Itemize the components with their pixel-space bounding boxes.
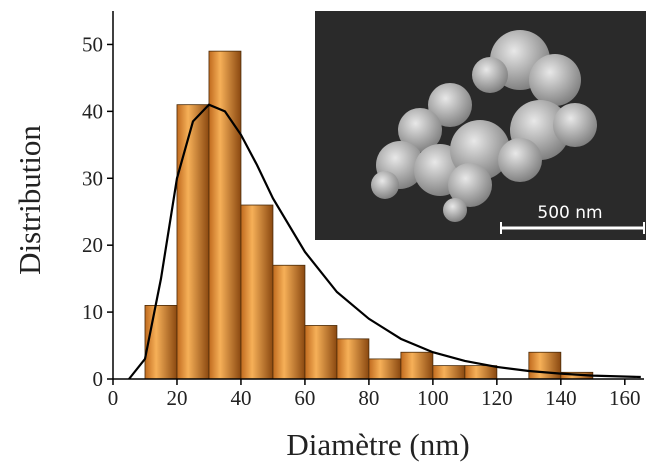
- x-tick-label: 80: [358, 386, 379, 410]
- bar: [528, 351, 562, 380]
- y-tick-label: 50: [82, 32, 103, 56]
- x-axis-label: Diamètre (nm): [286, 427, 469, 462]
- bar: [272, 264, 306, 380]
- y-axis-label: Distribution: [12, 125, 47, 275]
- inset-image: 500 nm: [315, 11, 646, 240]
- bar: [368, 358, 402, 380]
- x-tick-label: 160: [609, 386, 641, 410]
- bar: [176, 104, 210, 380]
- x-tick-label: 100: [417, 386, 449, 410]
- x-tick-label: 140: [545, 386, 577, 410]
- y-tick-label: 20: [82, 233, 103, 257]
- x-tick-label: 40: [230, 386, 251, 410]
- bar: [400, 351, 434, 380]
- bar: [144, 304, 178, 380]
- y-tick-label: 30: [82, 166, 103, 190]
- x-tick-label: 60: [294, 386, 315, 410]
- y-tick-label: 0: [93, 367, 104, 391]
- y-tick-label: 10: [82, 300, 103, 324]
- bar: [304, 325, 338, 380]
- bar: [432, 365, 466, 380]
- bar: [336, 338, 370, 380]
- bar: [464, 365, 498, 380]
- x-tick-label: 0: [108, 386, 119, 410]
- bar: [208, 50, 242, 380]
- bar: [240, 204, 274, 380]
- x-tick-label: 20: [166, 386, 187, 410]
- fit-curve: [128, 103, 641, 380]
- x-tick-label: 120: [481, 386, 513, 410]
- y-tick-label: 40: [82, 99, 103, 123]
- scale-bar-label: 500 nm: [537, 203, 602, 223]
